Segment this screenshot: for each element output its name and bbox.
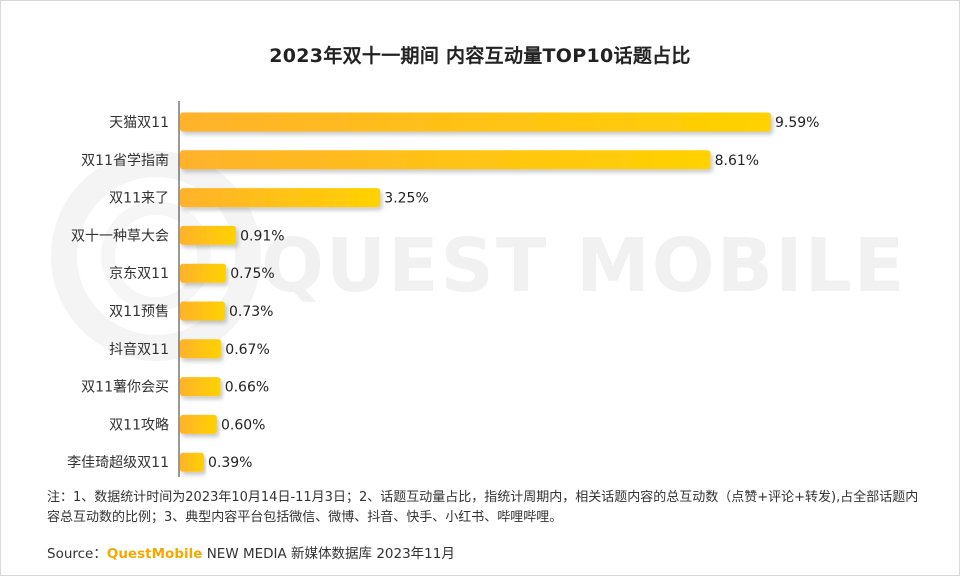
category-label: 京东双11	[109, 266, 169, 282]
bar-chart: 天猫双11 9.59% 双11省学指南 8.61% 双11来了 3.25% 双十一种草大会 0…	[67, 101, 819, 477]
chart-title: 2023年双十一期间 内容互动量TOP10话题占比	[269, 45, 691, 67]
data-label: 3.25%	[384, 191, 428, 207]
bar	[180, 339, 222, 359]
category-label: 李佳琦超级双11	[67, 455, 169, 471]
category-label: 双11预售	[109, 304, 169, 320]
data-label: 8.61%	[715, 153, 759, 169]
bar	[180, 414, 217, 434]
source-line: Source：QuestMobile NEW MEDIA 新媒体数据库 2023…	[47, 542, 455, 562]
category-label: 抖音双11	[109, 341, 169, 358]
category-label: 天猫双11	[109, 115, 169, 131]
footnote: 注：1、数据统计时间为2023年10月14日-11月3日；2、话题互动量占比，指…	[47, 490, 919, 525]
bar	[180, 452, 204, 472]
data-label: 9.59%	[775, 115, 819, 131]
category-label: 双11来了	[109, 191, 169, 207]
data-label: 0.60%	[221, 417, 265, 433]
source-brand: QuestMobile	[106, 546, 203, 562]
category-label: 双11省学指南	[81, 153, 169, 169]
data-label: 0.66%	[225, 380, 269, 396]
category-label: 双十一种草大会	[71, 228, 169, 244]
bar	[180, 263, 227, 283]
data-label: 0.67%	[225, 342, 269, 358]
bar	[180, 225, 237, 245]
data-label: 0.39%	[208, 455, 252, 471]
source-detail: NEW MEDIA 新媒体数据库 2023年11月	[206, 546, 455, 562]
bar	[180, 377, 221, 397]
bar	[180, 150, 711, 170]
data-label: 0.73%	[229, 304, 273, 320]
bar	[180, 112, 771, 132]
category-label: 双11攻略	[109, 417, 169, 433]
watermark-text: QUEST MOBILE	[261, 223, 907, 309]
data-label: 0.75%	[230, 266, 274, 282]
bar	[180, 301, 225, 321]
source-label: Source：	[47, 546, 107, 562]
category-label: 双11薯你会买	[81, 380, 169, 396]
bar	[180, 188, 381, 208]
data-label: 0.91%	[240, 228, 284, 244]
